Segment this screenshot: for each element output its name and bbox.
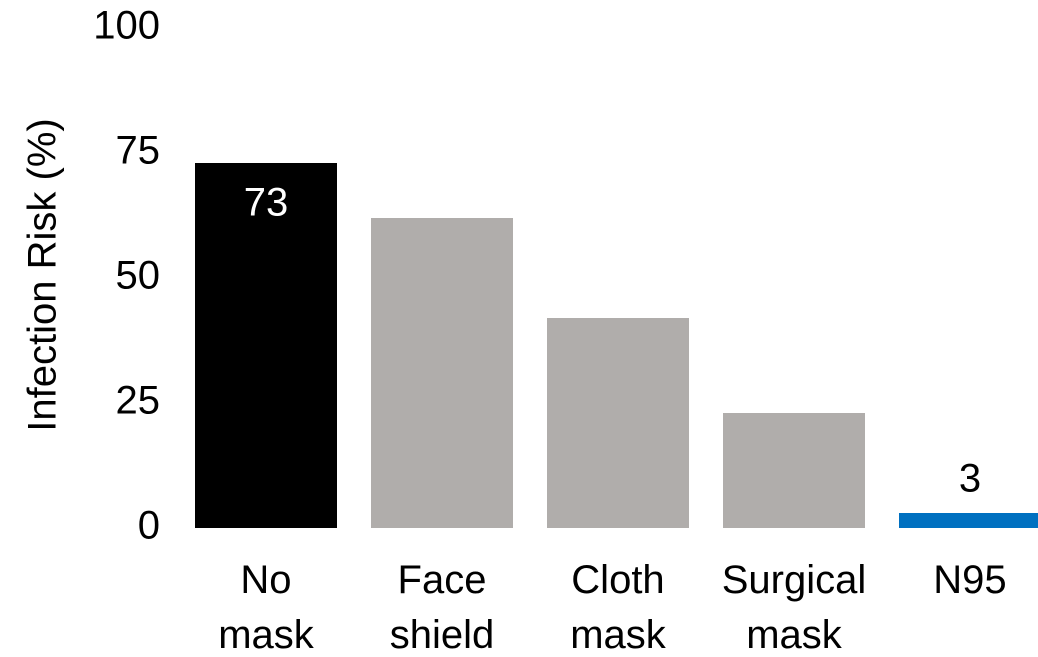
- x-tick-label-line: No: [240, 558, 291, 602]
- x-tick-label: Face shield: [390, 558, 495, 657]
- x-tick-label: N95: [933, 558, 1006, 602]
- x-tick-label-line: mask: [218, 613, 315, 657]
- x-tick-label-line: Surgical: [722, 558, 867, 602]
- bar: [195, 163, 337, 528]
- x-tick-label: Cloth mask: [570, 558, 667, 657]
- data-label: 3: [959, 457, 981, 501]
- bar: [547, 318, 689, 528]
- x-tick-label-line: Cloth: [571, 558, 664, 602]
- x-tick-label-line: N95: [933, 558, 1006, 602]
- x-tick-label: No mask: [218, 558, 315, 657]
- x-tick-label-line: shield: [390, 613, 495, 657]
- x-tick-label-line: mask: [746, 613, 843, 657]
- bar: [899, 513, 1038, 528]
- bar: [723, 413, 865, 528]
- x-tick-label: Surgical mask: [722, 558, 867, 657]
- y-tick-label: 100: [93, 4, 160, 48]
- x-tick-label-line: mask: [570, 613, 667, 657]
- y-tick-label: 25: [116, 379, 161, 423]
- y-tick-label: 75: [116, 129, 161, 173]
- y-tick-label: 0: [138, 504, 160, 548]
- data-label: 73: [244, 181, 289, 225]
- bar: [371, 218, 513, 528]
- y-tick-label: 50: [116, 254, 161, 298]
- x-tick-label-line: Face: [398, 558, 487, 602]
- y-axis-label: Infection Risk (%): [21, 118, 65, 431]
